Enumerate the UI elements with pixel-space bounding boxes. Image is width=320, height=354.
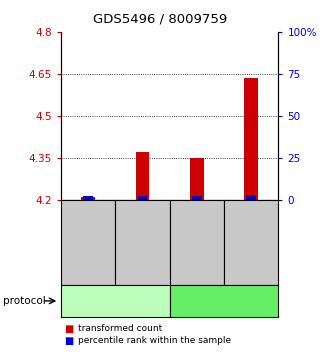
Bar — [246, 195, 256, 200]
Text: GSM832617: GSM832617 — [138, 215, 147, 270]
Text: GDS5496 / 8009759: GDS5496 / 8009759 — [93, 12, 227, 25]
Bar — [190, 158, 204, 200]
Bar — [138, 196, 147, 200]
Text: transformed count: transformed count — [78, 324, 163, 333]
Bar — [192, 196, 202, 200]
Bar — [83, 196, 93, 200]
Text: protocol: protocol — [3, 296, 46, 306]
Text: GSM832614: GSM832614 — [192, 215, 201, 270]
Bar — [136, 152, 149, 200]
Text: GSM832615: GSM832615 — [247, 215, 256, 270]
Text: ■: ■ — [64, 324, 73, 333]
Bar — [81, 197, 95, 200]
Bar — [244, 78, 258, 200]
Text: GSM832616: GSM832616 — [84, 215, 92, 270]
Text: ■: ■ — [64, 336, 73, 346]
Text: percentile rank within the sample: percentile rank within the sample — [78, 336, 232, 345]
Text: control: control — [98, 296, 132, 306]
Text: miR-365-2
expression: miR-365-2 expression — [198, 290, 250, 312]
